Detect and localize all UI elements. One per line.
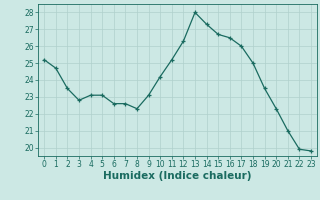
- X-axis label: Humidex (Indice chaleur): Humidex (Indice chaleur): [103, 171, 252, 181]
